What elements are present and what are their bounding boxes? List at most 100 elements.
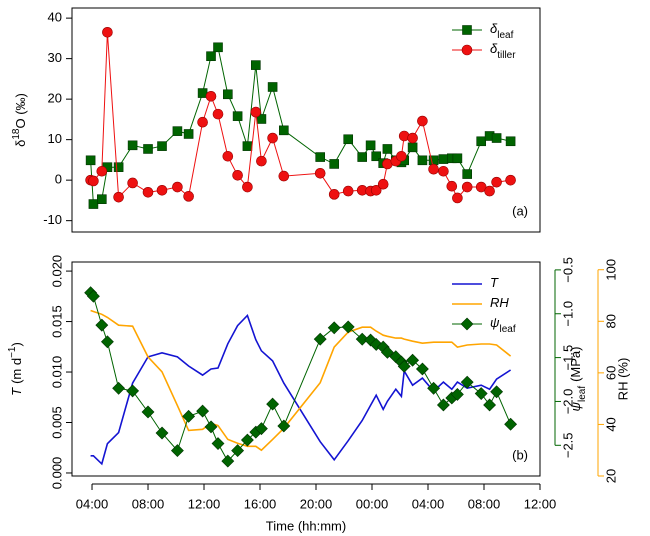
marker — [197, 116, 208, 128]
marker — [427, 381, 441, 395]
marker — [142, 187, 154, 198]
marker — [127, 140, 138, 151]
marker — [96, 165, 108, 177]
marker — [415, 362, 429, 376]
x-tick-label: 16:00 — [244, 496, 277, 511]
marker — [491, 176, 502, 188]
marker — [196, 404, 210, 418]
marker — [342, 185, 354, 197]
y3-tick-label: 40 — [603, 417, 618, 431]
marker — [406, 353, 420, 367]
marker — [417, 115, 428, 127]
marker — [396, 150, 407, 162]
marker — [221, 454, 235, 468]
y-tick-label: 0.005 — [49, 406, 64, 439]
marker — [183, 129, 194, 139]
marker — [329, 159, 340, 169]
marker — [211, 437, 225, 450]
x-tick-label: 08:00 — [468, 496, 501, 511]
marker — [232, 111, 243, 121]
y2-tick-label: −2.5 — [560, 432, 575, 458]
marker — [172, 126, 183, 136]
marker — [476, 136, 487, 147]
marker — [462, 169, 473, 179]
series-line — [90, 314, 512, 466]
marker — [113, 191, 124, 203]
y-tick-label: 0 — [55, 172, 62, 187]
marker — [484, 185, 495, 197]
marker — [231, 444, 245, 457]
marker — [266, 397, 280, 411]
marker — [438, 165, 449, 177]
marker — [206, 51, 216, 62]
y-axis-label-part: −1 — [7, 346, 18, 358]
marker — [474, 387, 488, 400]
marker — [267, 82, 278, 92]
series-line — [90, 292, 512, 462]
y3-axis-label: RH (%) — [615, 358, 630, 401]
legend-label-part: T — [490, 275, 499, 290]
marker — [327, 321, 341, 335]
legend-label: δtiller — [490, 41, 516, 61]
marker — [450, 388, 464, 401]
marker — [204, 420, 218, 434]
panel-label: (a) — [512, 203, 528, 218]
y-axis-label-part: O (‰) — [13, 93, 28, 128]
marker — [86, 289, 100, 303]
marker — [127, 177, 138, 189]
y-tick-label: 0.020 — [49, 255, 64, 288]
marker — [155, 426, 169, 440]
marker — [242, 181, 253, 193]
legend-label: δleaf — [490, 21, 514, 41]
plot-frame — [71, 261, 541, 477]
marker — [397, 359, 411, 373]
panel-label: (b) — [512, 447, 528, 462]
marker — [313, 332, 327, 346]
y3-tick-label: 80 — [603, 314, 618, 328]
marker — [182, 409, 196, 423]
marker — [377, 178, 389, 190]
x-tick-label: 00:00 — [356, 496, 389, 511]
marker — [370, 184, 382, 196]
marker — [157, 141, 167, 151]
y2-tick-label: −1.0 — [560, 301, 575, 327]
marker — [223, 89, 233, 100]
x-tick-label: 04:00 — [412, 496, 445, 511]
marker — [446, 180, 458, 192]
marker — [505, 136, 516, 147]
marker — [417, 155, 428, 166]
marker — [156, 184, 168, 196]
y-tick-label: 0.015 — [49, 305, 64, 338]
x-tick-label: 12:00 — [188, 496, 221, 511]
marker — [212, 108, 224, 120]
y2-axis-label-part: ψ — [568, 401, 583, 411]
marker — [504, 417, 518, 431]
marker — [357, 152, 368, 162]
marker — [250, 106, 262, 118]
y-axis-label-part: δ — [13, 140, 28, 147]
x-tick-label: 12:00 — [524, 496, 557, 511]
y3-tick-label: 100 — [603, 259, 618, 281]
marker — [85, 155, 96, 166]
legend-label: T — [490, 275, 499, 290]
x-axis-label: Time (hh:mm) — [266, 518, 346, 533]
marker — [172, 181, 183, 193]
y-axis-label-part: ) — [9, 342, 24, 346]
legend-label-part: RH — [490, 295, 509, 310]
legend-label: RH — [490, 295, 509, 310]
legend-label-part: leaf — [499, 324, 515, 335]
y3-tick-label: 20 — [603, 469, 618, 483]
y-axis-label-part: 18 — [11, 128, 22, 140]
marker — [141, 405, 155, 419]
y2-axis-label-part: (MPa) — [568, 347, 583, 382]
marker — [369, 338, 383, 351]
marker — [278, 170, 290, 182]
legend-marker — [460, 317, 474, 331]
y2-tick-label: −1.5 — [560, 345, 575, 371]
y2-axis-label-part: leaf — [577, 386, 588, 402]
marker — [113, 162, 124, 172]
legend-label-part: leaf — [497, 30, 513, 41]
marker — [277, 419, 291, 433]
marker — [267, 132, 278, 144]
